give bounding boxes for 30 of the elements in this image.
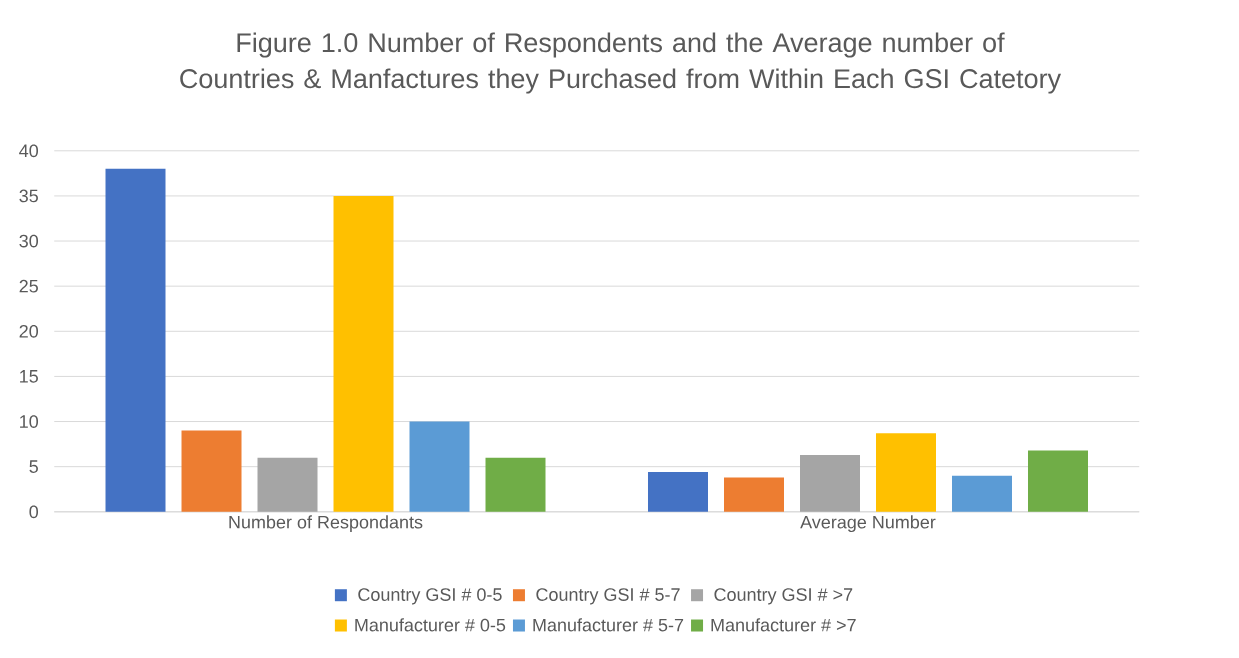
bar	[952, 475, 1012, 512]
y-tick-label: 20	[19, 324, 39, 338]
bar	[648, 472, 708, 512]
bar	[876, 433, 936, 512]
bar	[333, 195, 394, 512]
y-tick-label: 10	[20, 415, 39, 428]
bar	[409, 421, 470, 512]
y-tick-label: 40	[19, 144, 39, 158]
y-tick-label: 5	[29, 460, 38, 473]
y-tick-label: 30	[19, 234, 39, 248]
x-tick-label: Average Number	[800, 515, 936, 533]
y-tick-label: 0	[29, 505, 39, 519]
bar	[105, 168, 166, 512]
bar	[257, 457, 318, 512]
legend-label: Manufacturer # 0-5	[355, 618, 506, 632]
y-tick-label: 15	[20, 370, 38, 383]
chart-title: Figure 1.0 Number of Respondents and the Average number of Countries & Manfactures they Purchased from Within Each GSI Catetory	[180, 32, 1062, 94]
bar	[800, 454, 860, 512]
legend-label: Country GSI # 0-5	[358, 588, 502, 605]
y-tick-label: 25	[19, 279, 38, 293]
legend-label: Manufacturer # 5-7	[533, 618, 684, 632]
y-tick-label: 35	[19, 189, 38, 203]
x-tick-label: Number of Respondants	[229, 515, 423, 533]
bar	[181, 430, 242, 512]
legend-label: Manufacturer # >7	[711, 618, 856, 632]
bar	[485, 457, 546, 512]
legend-label: Country GSI # >7	[714, 588, 853, 605]
bar	[1028, 450, 1088, 512]
legend-label: Country GSI # 5-7	[536, 588, 680, 605]
bar	[724, 477, 784, 512]
